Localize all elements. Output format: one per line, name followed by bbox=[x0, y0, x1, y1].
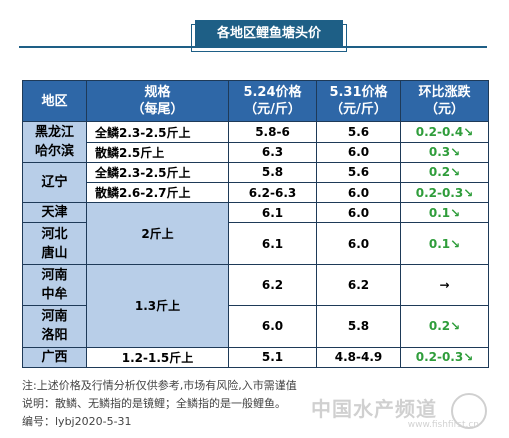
spec-cell: 2斤上 bbox=[86, 202, 229, 265]
table-row: 天津 2斤上 6.1 6.0 0.1↘ bbox=[22, 202, 489, 265]
header-price1: 5.24价格 （元/斤） bbox=[228, 79, 317, 123]
spec-cell: 全鳞2.3-2.5斤上 bbox=[86, 121, 229, 143]
region-heilongjiang-line2: 哈尔滨 bbox=[34, 144, 74, 160]
header-price2: 5.31价格 （元/斤） bbox=[316, 79, 401, 123]
change-cell: → bbox=[400, 263, 489, 307]
disclaimer-note: 注:上述价格及行情分析仅供参考,市场有风险,入市需谨值 bbox=[22, 379, 297, 392]
header-price2-line1: 5.31价格 bbox=[329, 85, 388, 101]
region-liaoning: 辽宁 bbox=[22, 161, 87, 204]
header-spec-line1: 规格 bbox=[144, 85, 171, 101]
change-cell: 0.3↘ bbox=[400, 141, 489, 163]
change-cell: 0.2-0.4↘ bbox=[400, 121, 489, 143]
spec-cell: 1.2-1.5斤上 bbox=[86, 346, 229, 369]
table-row: 散鳞2.6-2.7斤上 6.2-6.3 6.0 0.2-0.3↘ bbox=[23, 182, 489, 204]
change-cell: 0.2↘ bbox=[400, 161, 489, 184]
region-heilongjiang: 黑龙江 哈尔滨 bbox=[22, 121, 87, 163]
header-region: 地区 bbox=[22, 79, 87, 123]
region-tianjin: 天津 bbox=[22, 202, 87, 224]
price1-cell: 6.2-6.3 bbox=[228, 182, 317, 204]
price2-cell: 6.0 bbox=[316, 141, 401, 163]
watermark-text: 中国水产频道 bbox=[311, 397, 437, 421]
price-table: 地区 规格 （每尾） 5.24价格 （元/斤） 5.31价格 （元/斤） 环比涨… bbox=[22, 79, 489, 369]
table-row: 河北 唐山 6.1 6.0 0.1↘ bbox=[22, 222, 489, 265]
header-change: 环比涨跌 （元） bbox=[400, 79, 489, 123]
change-cell: 0.2-0.3↘ bbox=[400, 346, 489, 369]
table-row: 散鳞2.5斤上 6.3 6.0 0.3↘ bbox=[23, 141, 489, 163]
price1-cell: 5.8-6 bbox=[228, 121, 317, 143]
price2-cell: 5.6 bbox=[316, 121, 401, 143]
change-cell: 0.1↘ bbox=[400, 222, 489, 265]
price2-cell: 5.8 bbox=[316, 305, 401, 348]
price1-cell: 6.1 bbox=[228, 202, 317, 224]
region-henan-luoyang: 河南 洛阳 bbox=[22, 305, 87, 348]
price2-cell: 6.0 bbox=[316, 202, 401, 224]
header-price1-line2: （元/斤） bbox=[244, 102, 301, 118]
region-henan-luoyang-line2: 洛阳 bbox=[41, 328, 68, 344]
region-heilongjiang-line1: 黑龙江 bbox=[34, 125, 74, 141]
region-henan-luoyang-line1: 河南 bbox=[41, 309, 68, 325]
region-hebei-line1: 河北 bbox=[41, 226, 68, 242]
price1-cell: 6.3 bbox=[228, 141, 317, 163]
spec-cell: 全鳞2.3-2.5斤上 bbox=[86, 161, 229, 184]
header-price2-line2: （元/斤） bbox=[330, 102, 387, 118]
explanation-note: 说明：散鳞、无鳞指的是镜鲤；全鳞指的是一般鲤鱼。 bbox=[22, 397, 286, 410]
region-hebei-line2: 唐山 bbox=[41, 245, 68, 261]
header-change-line1: 环比涨跌 bbox=[418, 85, 471, 101]
spec-cell: 散鳞2.5斤上 bbox=[86, 141, 229, 163]
watermark-circle-icon bbox=[451, 393, 487, 429]
table-row: 河南 中牟 1.3斤上 6.2 6.2 → bbox=[22, 263, 489, 348]
table-row: 辽宁 全鳞2.3-2.5斤上 5.8 5.6 0.2↘ bbox=[22, 161, 489, 204]
price1-cell: 5.1 bbox=[228, 346, 317, 369]
price1-cell: 6.0 bbox=[228, 305, 317, 348]
price1-cell: 6.2 bbox=[228, 263, 317, 307]
price2-cell: 6.0 bbox=[316, 182, 401, 204]
watermark-url: www.fishfirst.cn bbox=[407, 420, 479, 430]
price2-cell: 6.0 bbox=[316, 222, 401, 265]
price2-cell: 6.2 bbox=[316, 263, 401, 307]
region-henan-zhongmu: 河南 中牟 bbox=[22, 263, 87, 307]
price1-cell: 6.1 bbox=[228, 222, 317, 265]
watermark-logo: 中国水产频道 www.fishfirst.cn bbox=[311, 393, 487, 430]
region-hebei: 河北 唐山 bbox=[22, 222, 87, 265]
table-row: 河南 洛阳 6.0 5.8 0.2↘ bbox=[22, 305, 489, 348]
change-cell: 0.1↘ bbox=[400, 202, 489, 224]
table-row: 黑龙江 哈尔滨 全鳞2.3-2.5斤上 5.8-6 5.6 0.2-0.4↘ bbox=[22, 121, 489, 163]
region-guangxi: 广西 bbox=[22, 346, 87, 369]
region-henan-zhongmu-line2: 中牟 bbox=[41, 287, 68, 303]
serial-number-note: 编号：lybj2020-5-31 bbox=[22, 415, 132, 428]
title-bar: 各地区鲤鱼塘头价 bbox=[19, 13, 487, 52]
header-change-line2: （元） bbox=[424, 102, 464, 118]
region-henan-zhongmu-line1: 河南 bbox=[41, 268, 68, 284]
price2-cell: 5.6 bbox=[316, 161, 401, 184]
change-cell: 0.2↘ bbox=[400, 305, 489, 348]
table-row: 广西 1.2-1.5斤上 5.1 4.8-4.9 0.2-0.3↘ bbox=[22, 346, 489, 369]
price2-cell: 4.8-4.9 bbox=[316, 346, 401, 369]
change-cell: 0.2-0.3↘ bbox=[400, 182, 489, 204]
spec-cell: 1.3斤上 bbox=[86, 263, 229, 348]
header-price1-line1: 5.24价格 bbox=[243, 85, 302, 101]
table-header-row: 地区 规格 （每尾） 5.24价格 （元/斤） 5.31价格 （元/斤） 环比涨… bbox=[22, 79, 489, 123]
header-spec: 规格 （每尾） bbox=[86, 79, 229, 123]
spec-cell: 散鳞2.6-2.7斤上 bbox=[86, 182, 229, 204]
price1-cell: 5.8 bbox=[228, 161, 317, 184]
page-title: 各地区鲤鱼塘头价 bbox=[191, 20, 347, 52]
header-spec-line2: （每尾） bbox=[131, 102, 184, 118]
